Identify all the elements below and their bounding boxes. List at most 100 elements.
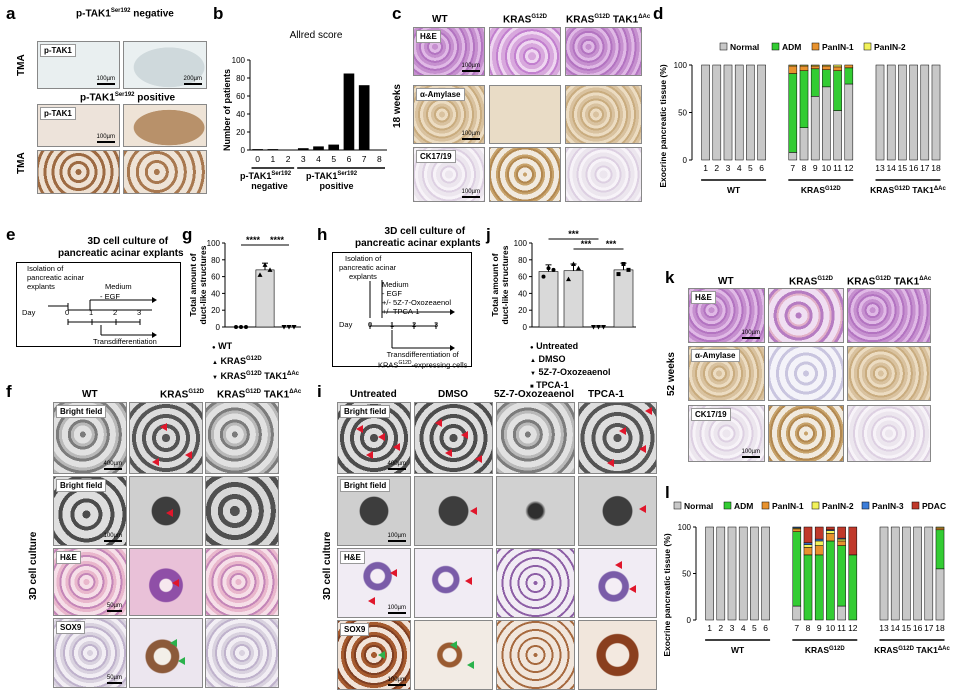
- l-legend-swatch: [861, 501, 870, 510]
- red-arrow-icon: [172, 579, 179, 587]
- panel-a-neg-title: p-TAK1Ser192 negative: [76, 8, 174, 20]
- l-bar-segment: [738, 526, 748, 621]
- chart-g-legend-kras-tak1: ▼ KRASG12D TAK1ΔAc: [212, 371, 300, 381]
- d-bar-segment: [822, 64, 831, 67]
- j-point: [576, 265, 581, 271]
- l-bar-segment: [792, 526, 802, 529]
- d-bar-segment: [799, 127, 809, 161]
- d-xtick-label: 18: [931, 163, 941, 173]
- d-bar-segment: [822, 69, 831, 88]
- l-bar-segment: [826, 530, 835, 534]
- scale-bar: 100µm: [97, 76, 115, 85]
- panel-c-col-wt: WT: [432, 14, 448, 25]
- l-legend-label: PDAC: [922, 501, 946, 511]
- panel-f-he-kras-tak1: [205, 548, 279, 616]
- panel-f-bf2-kras: [129, 476, 203, 546]
- chart-g-legend-kras: ▲ KRASG12D: [212, 356, 262, 366]
- red-arrow-icon: [475, 455, 482, 463]
- d-bar-segment: [909, 64, 918, 161]
- green-arrow-icon: [378, 651, 385, 659]
- g-sig-label: ****: [246, 235, 261, 245]
- l-bar-segment: [803, 547, 813, 556]
- red-arrow-icon: [445, 449, 452, 457]
- panel-h-box: [332, 252, 472, 367]
- d-bar-segment: [875, 64, 885, 161]
- panel-c-col-kras-tak1: KRASG12D TAK1ΔAc: [566, 14, 651, 26]
- d-xtick-label: 1: [703, 163, 708, 173]
- j-ytick-label: 40: [518, 289, 527, 298]
- tile-label: Bright field: [340, 405, 391, 418]
- d-legend-swatch: [811, 42, 820, 51]
- chart-l: Normal ADM PanIN-1 PanIN-2 PanIN-3 PDAC Exocr…: [662, 501, 951, 657]
- panel-k-he-kras-tak1: [847, 288, 931, 343]
- panel-a-pos-tile-3: [37, 150, 120, 194]
- panel-c-ck-kras: [489, 147, 561, 202]
- d-xtick-label: 11: [833, 163, 842, 173]
- d-bar-segment: [799, 70, 809, 128]
- panel-h-timeline: [369, 280, 455, 351]
- panel-k-he-kras: [768, 288, 844, 343]
- panel-label-g: g: [182, 225, 193, 244]
- d-bar-segment: [701, 64, 710, 161]
- tile-label: p-TAK1: [40, 44, 76, 57]
- panel-i-bf1-oxo: [496, 402, 575, 474]
- panel-a-pos-tile-2: [123, 104, 207, 147]
- panel-e-egf: - EGF: [100, 292, 120, 301]
- chart-b-xtick-label: 8: [377, 154, 382, 164]
- panel-f-he-wt: H&E 50µm: [53, 548, 127, 616]
- l-bar-segment: [837, 526, 846, 539]
- d-bar-segment: [931, 64, 941, 161]
- g-point: [267, 267, 273, 272]
- tile-label: Bright field: [56, 405, 107, 418]
- l-bar-segment: [792, 605, 802, 621]
- panel-c-he-kras: [489, 27, 561, 76]
- chart-b-xtick-label: 6: [347, 154, 352, 164]
- l-legend-label: PanIN-3: [872, 501, 904, 511]
- g-bar: [255, 269, 275, 328]
- panel-i-he-tpca: [578, 548, 657, 618]
- d-xtick-label: 13: [875, 163, 885, 173]
- panel-c-amylase-kras-tak1: [565, 85, 642, 144]
- l-bar-segment: [814, 538, 824, 542]
- g-point: [262, 262, 268, 267]
- red-arrow-icon: [639, 445, 646, 453]
- d-legend-swatch: [863, 42, 872, 51]
- chart-j-ylabel-1: Total amount of: [490, 253, 500, 316]
- d-legend-label: PanIN-2: [874, 42, 906, 52]
- panel-i-sox9-tpca: [578, 620, 657, 690]
- g-ytick-label: 60: [211, 273, 220, 282]
- red-arrow-icon: [368, 597, 375, 605]
- red-arrow-icon: [615, 561, 622, 569]
- chart-b-xtick-label: 7: [362, 154, 367, 164]
- d-group-label: KRASG12D TAK1ΔAc: [870, 185, 946, 195]
- panel-k-amylase-kras: [768, 346, 844, 401]
- j-ytick-label: 100: [514, 239, 528, 248]
- tile-label: H&E: [691, 291, 716, 304]
- red-arrow-icon: [366, 451, 373, 459]
- panel-h-day: Day: [339, 320, 353, 329]
- panel-e-day-1: 1: [89, 308, 94, 317]
- g-point: [234, 325, 238, 329]
- panel-e-box: [16, 262, 181, 347]
- panel-i-sox9-oxo: [496, 620, 575, 690]
- panel-i-he-dmso: [414, 548, 493, 618]
- chart-b-group-neg: p-TAK1Ser192 negative: [240, 171, 292, 191]
- l-bar-segment: [902, 526, 911, 621]
- panel-f-bf1-wt: Bright field 400µm: [53, 402, 127, 474]
- chart-g-legend-wt: ● WT: [212, 341, 233, 351]
- panel-label-j: j: [486, 225, 491, 244]
- green-arrow-icon: [450, 641, 457, 649]
- d-bar-segment: [799, 65, 809, 71]
- panel-e-day-3: 3: [137, 308, 142, 317]
- l-bar-segment: [837, 538, 846, 542]
- panel-k-ck-wt: CK17/19 100µm: [688, 405, 765, 462]
- chart-b-ylabel: Number of patients: [222, 69, 232, 151]
- chart-b-bar: [297, 148, 309, 150]
- l-xtick-label: 13: [879, 623, 889, 633]
- l-xtick-label: 3: [730, 623, 735, 633]
- panel-f-side-label: 3D cell culture: [28, 531, 39, 600]
- l-bar-segment: [792, 528, 802, 532]
- panel-a-pos-tile-1: p-TAK1 100µm: [37, 104, 120, 147]
- l-ytick-label: 50: [682, 570, 691, 579]
- chart-g-legend: ● WT ▲ KRASG12D ▼ KRASG12D TAK1ΔAc: [212, 341, 299, 384]
